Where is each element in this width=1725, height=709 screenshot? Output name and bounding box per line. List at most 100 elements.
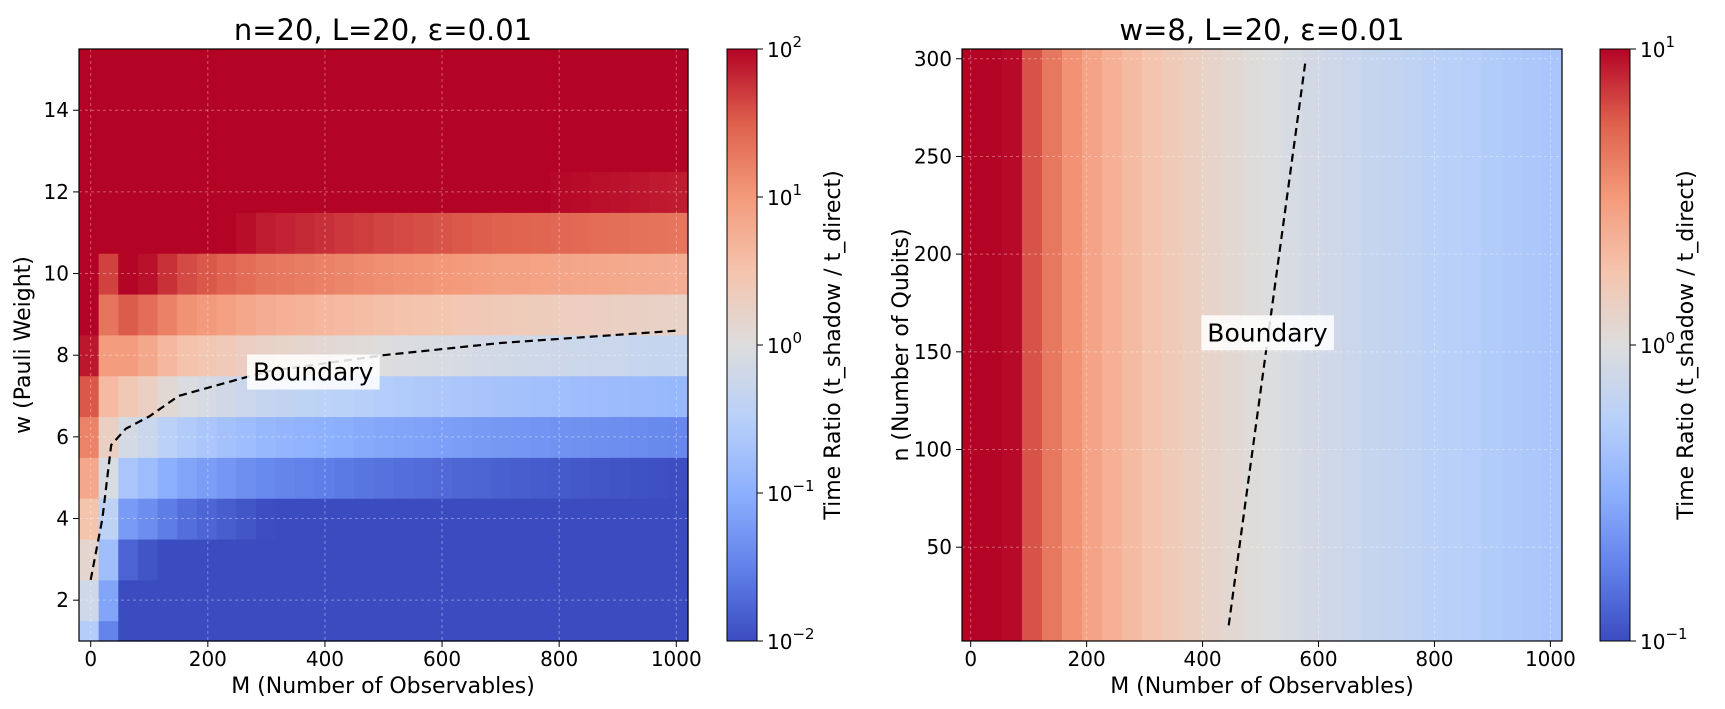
- heatmap-cell: [157, 130, 178, 173]
- heatmap-cell: [354, 212, 375, 254]
- colorbar-tick-label: 102: [767, 33, 802, 62]
- heatmap-cell: [98, 579, 119, 622]
- heatmap-cell: [157, 253, 178, 295]
- heatmap-cell: [668, 375, 689, 418]
- heatmap-cell: [275, 89, 296, 132]
- heatmap-cell: [491, 171, 512, 213]
- heatmap-cell: [648, 498, 669, 540]
- heatmap-cell: [393, 171, 414, 213]
- heatmap-cell: [668, 212, 689, 254]
- heatmap-cell: [412, 538, 434, 581]
- chart-right-y-axis-label: n (Number of Qubits): [889, 228, 914, 461]
- heatmap-cell: [118, 89, 139, 132]
- heatmap-cell: [275, 171, 296, 213]
- heatmap-cell: [98, 253, 119, 295]
- heatmap-cell: [570, 130, 591, 173]
- heatmap-cell: [275, 49, 296, 91]
- heatmap-cell: [452, 212, 473, 254]
- heatmap-cell: [118, 334, 139, 377]
- heatmap-cell: [491, 375, 512, 418]
- heatmap-cell: [393, 130, 414, 173]
- heatmap-cell: [491, 620, 512, 642]
- heatmap-cell: [432, 212, 453, 254]
- heatmap-cell: [255, 253, 277, 295]
- heatmap-cell: [314, 457, 335, 499]
- heatmap-cell: [177, 171, 198, 213]
- chart-right-annotation: Boundary: [1201, 315, 1334, 351]
- heatmap-cell: [79, 212, 100, 254]
- x-tick-label: 200: [1068, 647, 1106, 671]
- heatmap-cell: [79, 89, 100, 132]
- heatmap-cell: [98, 293, 119, 336]
- heatmap-cell: [609, 498, 630, 540]
- heatmap-cell: [962, 49, 983, 641]
- heatmap-cell: [491, 498, 512, 540]
- heatmap-cell: [1022, 49, 1043, 641]
- heatmap-cell: [354, 416, 375, 458]
- heatmap-cell: [393, 253, 414, 295]
- colorbar-right-label: Time Ratio (t_shadow / t_direct): [1674, 170, 1699, 520]
- colorbar-tick-label: 101: [1640, 33, 1675, 62]
- heatmap-cell: [157, 171, 178, 213]
- chart-left-annotation: Boundary: [247, 354, 380, 390]
- chart-right-heatmap: [962, 49, 1563, 641]
- heatmap-cell: [648, 171, 669, 213]
- heatmap-cell: [236, 89, 257, 132]
- x-tick-label: 600: [1299, 647, 1337, 671]
- heatmap-cell: [589, 293, 611, 336]
- heatmap-cell: [393, 457, 414, 499]
- heatmap-cell: [314, 498, 335, 540]
- heatmap-cell: [314, 212, 335, 254]
- heatmap-cell: [511, 212, 532, 254]
- heatmap-cell: [393, 89, 414, 132]
- heatmap-cell: [236, 253, 257, 295]
- heatmap-cell: [1122, 49, 1143, 641]
- heatmap-cell: [216, 375, 237, 418]
- heatmap-cell: [609, 293, 630, 336]
- heatmap-cell: [629, 579, 650, 622]
- heatmap-cell: [393, 416, 414, 458]
- heatmap-cell: [412, 416, 434, 458]
- heatmap-cell: [412, 171, 434, 213]
- heatmap-cell: [216, 171, 237, 213]
- heatmap-cell: [1082, 49, 1103, 641]
- heatmap-cell: [432, 171, 453, 213]
- heatmap-cell: [236, 498, 257, 540]
- heatmap-cell: [98, 538, 119, 581]
- heatmap-cell: [373, 498, 394, 540]
- heatmap-cell: [491, 212, 512, 254]
- heatmap-cell: [432, 538, 453, 581]
- heatmap-cell: [137, 334, 159, 377]
- heatmap-cell: [570, 49, 591, 91]
- heatmap-cell: [177, 375, 198, 418]
- heatmap-cell: [216, 253, 237, 295]
- x-tick-label: 0: [964, 647, 977, 671]
- heatmap-cell: [354, 538, 375, 581]
- x-tick-label: 0: [84, 647, 97, 671]
- x-tick-label: 200: [189, 647, 227, 671]
- heatmap-cell: [314, 620, 335, 642]
- heatmap-cell: [570, 212, 591, 254]
- heatmap-cell: [589, 253, 611, 295]
- y-tick-label: 12: [44, 180, 69, 204]
- chart-right-frame: [961, 48, 1563, 642]
- heatmap-cell: [629, 293, 650, 336]
- heatmap-cell: [471, 579, 493, 622]
- heatmap-cell: [511, 416, 532, 458]
- heatmap-cell: [589, 538, 611, 581]
- heatmap-cell: [648, 253, 669, 295]
- heatmap-cell: [157, 579, 178, 622]
- heatmap-cell: [236, 538, 257, 581]
- heatmap-cell: [589, 171, 611, 213]
- heatmap-cell: [393, 620, 414, 642]
- heatmap-cell: [157, 49, 178, 91]
- x-tick-label: 400: [306, 647, 344, 671]
- heatmap-cell: [609, 538, 630, 581]
- heatmap-cell: [668, 253, 689, 295]
- heatmap-cell: [412, 130, 434, 173]
- heatmap-cell: [432, 620, 453, 642]
- heatmap-cell: [511, 375, 532, 418]
- heatmap-cell: [629, 375, 650, 418]
- heatmap-cell: [216, 620, 237, 642]
- heatmap-cell: [157, 334, 178, 377]
